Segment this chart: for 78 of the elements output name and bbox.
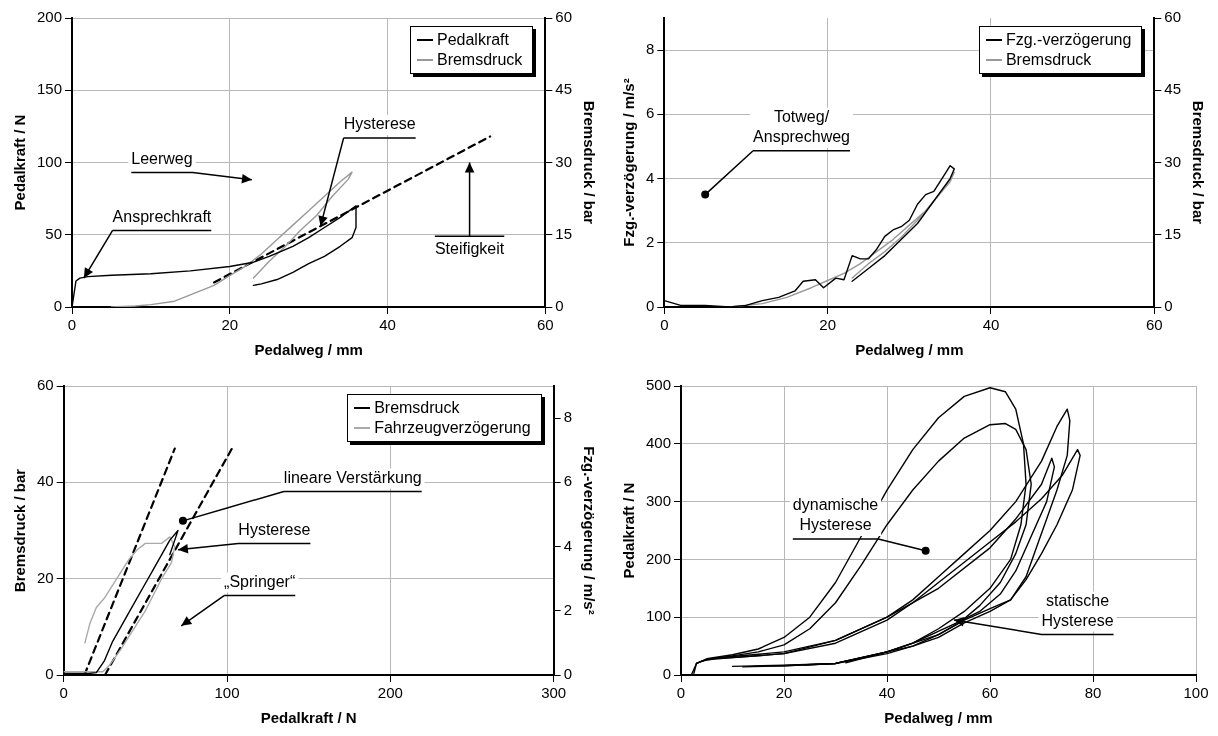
x-axis-title: Pedalweg / mm (254, 341, 363, 359)
y2-tick-label: 45 (1164, 80, 1181, 98)
y2-tick-label: 30 (555, 152, 572, 170)
y2-tick-label: 0 (1164, 297, 1173, 315)
y2-tick-label: 45 (555, 80, 572, 98)
y-tick-label: 150 (37, 80, 63, 98)
legend-label: Bremsdruck (436, 50, 523, 70)
annotation: dynamische Hysterese (792, 496, 879, 534)
x-tick-label: 300 (541, 684, 567, 702)
x-tick-label: 40 (379, 316, 396, 334)
y2-tick-label: 30 (1164, 152, 1181, 170)
y2-tick-label: 15 (555, 224, 572, 242)
y-tick-label: 100 (37, 152, 63, 170)
y-tick-label: 300 (646, 491, 672, 509)
y-tick-label: 500 (646, 376, 672, 394)
y-tick-label: 20 (37, 568, 54, 586)
legend-label: Bremsdruck (1005, 50, 1092, 70)
y-tick-label: 0 (45, 665, 54, 683)
x-tick-label: 20 (221, 316, 239, 334)
y2-axis-title: Bremsdruck / bar (1189, 100, 1207, 225)
legend-label: Bremsdruck (374, 398, 460, 418)
x-tick-label: 20 (775, 684, 793, 702)
x-tick-label: 40 (878, 684, 896, 702)
annotation: Hysterese (343, 115, 416, 133)
y-tick-label: 60 (37, 376, 54, 394)
y-tick-label: 8 (646, 40, 655, 58)
x-tick-label: 60 (981, 684, 999, 702)
annotation: lineare Verstärkung (283, 468, 422, 486)
y-tick-label: 4 (646, 168, 655, 186)
y2-tick-label: 2 (563, 600, 572, 618)
y-tick-label: 0 (53, 297, 63, 315)
y2-tick-label: 15 (1164, 224, 1181, 242)
legend-label: Fahrzeugverzögerung (374, 418, 531, 438)
y2-axis-title: Bremsdruck / bar (580, 100, 598, 225)
x-tick-label: 40 (982, 316, 1000, 334)
y-tick-label: 40 (37, 472, 54, 490)
y2-tick-label: 0 (555, 297, 564, 315)
x-tick-label: 20 (819, 316, 837, 334)
x-tick-label: 100 (214, 684, 240, 702)
annotation: Hysterese (238, 520, 311, 538)
legend-label: Pedalkraft (436, 30, 510, 50)
annotation: statische Hysterese (1041, 591, 1114, 629)
x-tick-label: 80 (1084, 684, 1102, 702)
y2-tick-label: 0 (563, 665, 572, 683)
x-tick-label: 100 (1183, 684, 1209, 702)
x-axis-title: Pedalweg / mm (855, 341, 964, 359)
x-tick-label: 60 (1145, 316, 1163, 334)
y2-tick-label: 6 (563, 472, 572, 490)
y-tick-label: 6 (646, 104, 655, 122)
x-tick-label: 200 (377, 684, 403, 702)
y2-tick-label: 8 (563, 408, 572, 426)
y2-tick-label: 60 (1164, 8, 1181, 26)
y-tick-label: 200 (37, 8, 63, 26)
y-axis-title: Fzg.-verzögerung / m/s² (620, 78, 638, 247)
y2-axis-title: Fzg.-verzögerung / m/s² (580, 446, 598, 615)
y-tick-label: 200 (646, 549, 672, 567)
x-axis-title: Pedalkraft / N (260, 709, 357, 727)
legend-label: Fzg.-verzögerung (1005, 30, 1132, 50)
annotation: Leerweg (131, 150, 193, 168)
y-axis-title: Bremsdruck / bar (11, 468, 29, 593)
x-tick-label: 60 (536, 316, 554, 334)
y-tick-label: 100 (646, 607, 672, 625)
y-axis-title: Pedalkraft / N (11, 114, 29, 211)
annotation: Totweg/ Ansprechweg (753, 108, 851, 146)
x-axis-title: Pedalweg / mm (884, 709, 993, 727)
y-tick-label: 0 (662, 665, 672, 683)
y2-tick-label: 60 (555, 8, 572, 26)
x-tick-label: 0 (676, 684, 686, 702)
y-tick-label: 0 (646, 297, 655, 315)
x-tick-label: 0 (67, 316, 77, 334)
y-axis-title: Pedalkraft / N (620, 482, 638, 579)
y-tick-label: 400 (646, 433, 672, 451)
annotation: Ansprechkraft (112, 207, 212, 225)
y2-tick-label: 4 (563, 536, 572, 554)
y-tick-label: 2 (646, 232, 655, 250)
y-tick-label: 50 (45, 224, 63, 242)
annotation: „Springer“ (224, 572, 296, 590)
annotation: Steifigkeit (434, 239, 505, 257)
